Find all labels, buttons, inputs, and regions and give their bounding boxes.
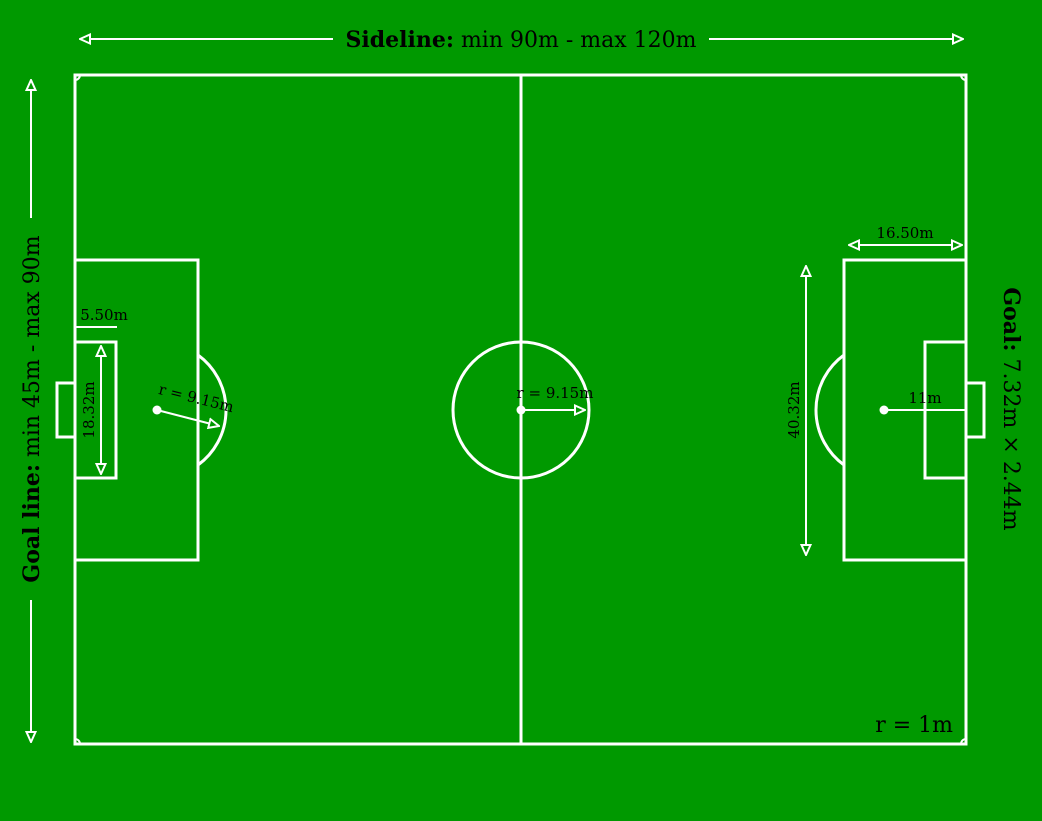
corner-arc-top-right xyxy=(960,74,967,81)
left-penalty-arc-radius-arrow xyxy=(156,409,219,426)
center-circle-radius-label: r = 9.15m xyxy=(517,384,594,402)
right-penalty-arc xyxy=(814,353,845,467)
penalty-area-width-label: 40.32m xyxy=(785,381,803,438)
left-penalty-arc xyxy=(197,353,228,467)
sideline-label: Sideline: min 90m - max 120m xyxy=(345,27,696,53)
goal-area-depth-label: 5.50m xyxy=(80,306,128,324)
corner-arc-bottom-left xyxy=(74,738,81,745)
goalline-dimension: Goal line: min 45m - max 90m xyxy=(19,80,45,742)
penalty-area-depth-label: 16.50m xyxy=(876,224,933,242)
sideline-label-value: min 90m - max 120m xyxy=(461,28,697,53)
goalline-label-bold: Goal line: xyxy=(19,464,45,583)
corner-arc-bottom-right xyxy=(960,738,967,745)
goal-area-width-label: 18.32m xyxy=(80,381,98,438)
goal-size-label-bold: Goal: xyxy=(998,287,1024,351)
center-circle xyxy=(451,340,591,480)
corner-arc-top-left xyxy=(74,74,81,81)
sideline-dimension: Sideline: min 90m - max 120m xyxy=(80,27,963,53)
corner-radius-label: r = 1m xyxy=(875,713,953,738)
penalty-spot-distance-label: 11m xyxy=(908,389,941,407)
goal-size-label-value: 7.32m × 2.44m xyxy=(998,359,1023,531)
goal-size-label: Goal: 7.32m × 2.44m xyxy=(998,287,1024,530)
left-goal xyxy=(55,381,77,439)
goalline-label: Goal line: min 45m - max 90m xyxy=(19,235,45,582)
goalline-label-value: min 45m - max 90m xyxy=(20,235,45,457)
sideline-label-bold: Sideline: xyxy=(345,27,453,53)
